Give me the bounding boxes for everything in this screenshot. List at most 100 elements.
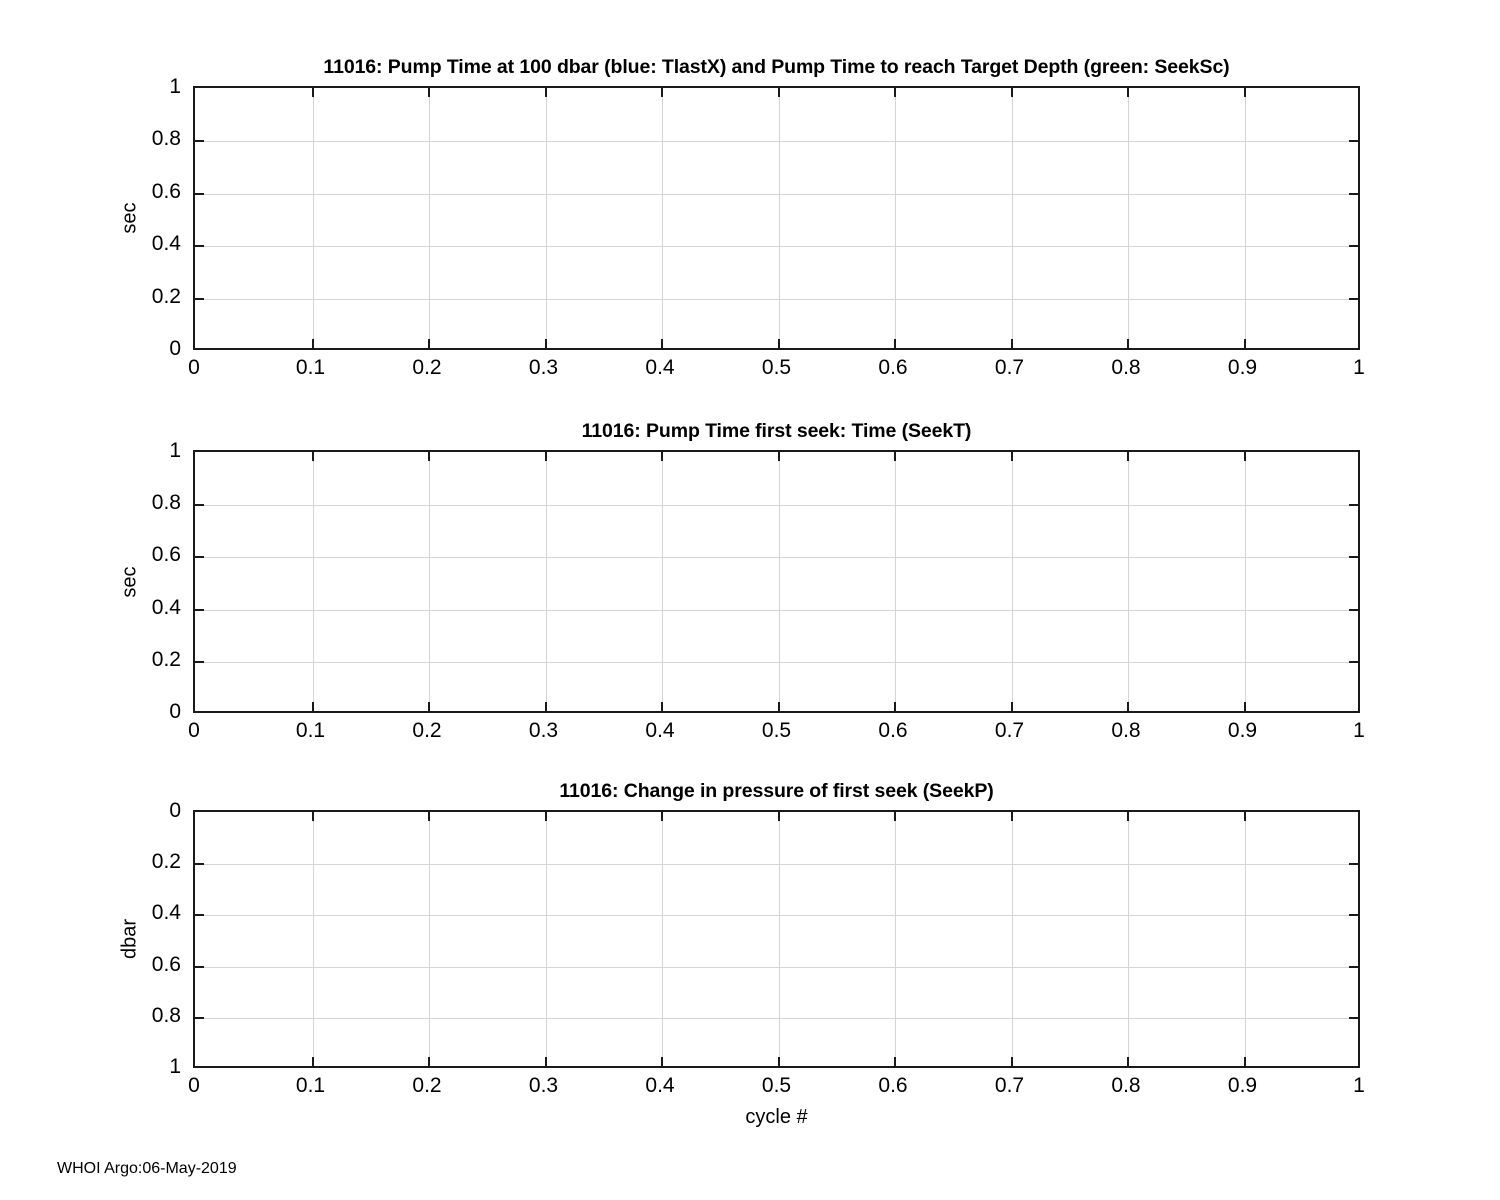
x-axis-label: cycle # — [745, 1106, 808, 1128]
x-tick-label: 0.9 — [1227, 719, 1258, 742]
y-tick-mark — [1349, 556, 1358, 559]
plot-area — [193, 86, 1360, 350]
subplot-title: 11016: Change in pressure of first seek … — [559, 780, 994, 802]
gridline-vertical — [312, 812, 314, 1066]
x-tick-mark — [661, 339, 663, 348]
x-tick-mark — [428, 452, 430, 461]
plot-area — [193, 450, 1360, 713]
x-tick-label: 0.1 — [295, 356, 326, 379]
x-tick-label: 0.7 — [994, 356, 1025, 379]
x-tick-mark — [661, 88, 663, 97]
x-tick-label: 0.2 — [412, 719, 442, 742]
gridline-vertical — [1011, 452, 1013, 711]
gridline-vertical — [429, 452, 430, 711]
x-tick-mark — [1010, 702, 1013, 711]
x-tick-mark — [311, 1057, 314, 1066]
gridline-vertical — [1244, 88, 1246, 348]
gridline-horizontal — [195, 966, 1358, 968]
x-tick-label: 0.9 — [1227, 356, 1258, 379]
x-tick-label: 0.2 — [412, 1074, 442, 1097]
x-tick-mark — [428, 88, 430, 97]
x-tick-mark — [1127, 88, 1129, 97]
x-tick-mark — [661, 702, 663, 711]
subplot-pump-time-first-seek: 11016: Pump Time first seek: Time (SeekT… — [193, 420, 1360, 713]
x-tick-mark — [1127, 702, 1129, 711]
y-tick-mark — [195, 297, 204, 300]
y-tick-mark — [1349, 245, 1358, 248]
gridline-vertical — [545, 812, 547, 1066]
gridline-horizontal — [195, 298, 1358, 300]
y-tick-mark — [195, 245, 204, 248]
y-tick-label: 0.8 — [151, 491, 181, 515]
gridline-vertical — [1128, 452, 1129, 711]
x-tick-mark — [428, 812, 430, 821]
y-tick-label: 0.4 — [151, 232, 181, 256]
x-tick-mark — [1010, 812, 1013, 821]
x-tick-mark — [1010, 452, 1013, 461]
x-tick-mark — [894, 452, 896, 461]
y-axis-label: sec — [118, 565, 141, 598]
y-axis-label: dbar — [118, 918, 141, 960]
y-tick-mark — [1349, 914, 1358, 917]
gridline-horizontal — [195, 1017, 1358, 1019]
y-tick-label: 0 — [169, 337, 181, 360]
gridline-horizontal — [195, 915, 1358, 917]
y-tick-mark — [195, 192, 204, 195]
x-tick-mark — [1243, 88, 1246, 97]
y-tick-mark — [1349, 1016, 1358, 1019]
subplot-change-in-pressure: 11016: Change in pressure of first seek … — [193, 780, 1360, 1068]
gridline-vertical — [312, 88, 314, 348]
y-tick-mark — [1349, 192, 1358, 195]
y-axis-label: sec — [118, 202, 141, 234]
x-tick-label: 0.8 — [1111, 1074, 1141, 1097]
x-tick-mark — [544, 702, 547, 711]
gridline-vertical — [895, 812, 896, 1066]
gridline-horizontal — [195, 864, 1358, 866]
gridline-horizontal — [195, 505, 1358, 507]
x-tick-mark — [311, 452, 314, 461]
x-tick-label: 0.5 — [761, 1074, 792, 1097]
x-tick-mark — [777, 1057, 780, 1066]
y-tick-mark — [195, 863, 204, 866]
plot-area — [193, 810, 1360, 1068]
x-tick-label: 1 — [1353, 719, 1365, 742]
gridline-vertical — [778, 88, 780, 348]
y-tick-label: 0.6 — [151, 179, 181, 203]
x-tick-label: 0.5 — [761, 719, 792, 742]
gridline-vertical — [1011, 88, 1013, 348]
x-tick-label: 0.4 — [645, 356, 675, 379]
y-tick-label: 0.8 — [151, 1003, 181, 1027]
y-tick-mark — [195, 608, 204, 611]
x-tick-mark — [661, 1057, 663, 1066]
y-tick-label: 0.2 — [151, 850, 181, 874]
y-tick-mark — [195, 1016, 204, 1019]
x-tick-label: 0.3 — [528, 1074, 559, 1097]
x-tick-label: 0.8 — [1111, 356, 1141, 379]
x-tick-mark — [777, 812, 780, 821]
gridline-vertical — [312, 452, 314, 711]
x-tick-mark — [1243, 339, 1246, 348]
gridline-vertical — [662, 88, 663, 348]
y-tick-mark — [195, 556, 204, 559]
x-tick-mark — [544, 1057, 547, 1066]
y-tick-mark — [195, 504, 204, 507]
y-tick-label: 0 — [169, 700, 181, 723]
x-tick-label: 0.3 — [528, 356, 559, 379]
y-tick-label: 1 — [169, 1055, 181, 1078]
y-tick-label: 0 — [169, 799, 181, 822]
gridline-vertical — [1128, 812, 1129, 1066]
x-tick-mark — [661, 812, 663, 821]
gridline-vertical — [1011, 812, 1013, 1066]
x-tick-mark — [777, 88, 780, 97]
x-tick-mark — [1243, 812, 1246, 821]
x-tick-mark — [1243, 1057, 1246, 1066]
x-tick-label: 0.6 — [878, 1074, 908, 1097]
gridline-vertical — [1244, 452, 1246, 711]
x-tick-mark — [1127, 1057, 1129, 1066]
gridline-vertical — [1128, 88, 1129, 348]
x-tick-mark — [1127, 812, 1129, 821]
gridline-vertical — [429, 812, 430, 1066]
gridline-vertical — [778, 452, 780, 711]
x-tick-mark — [1243, 452, 1246, 461]
